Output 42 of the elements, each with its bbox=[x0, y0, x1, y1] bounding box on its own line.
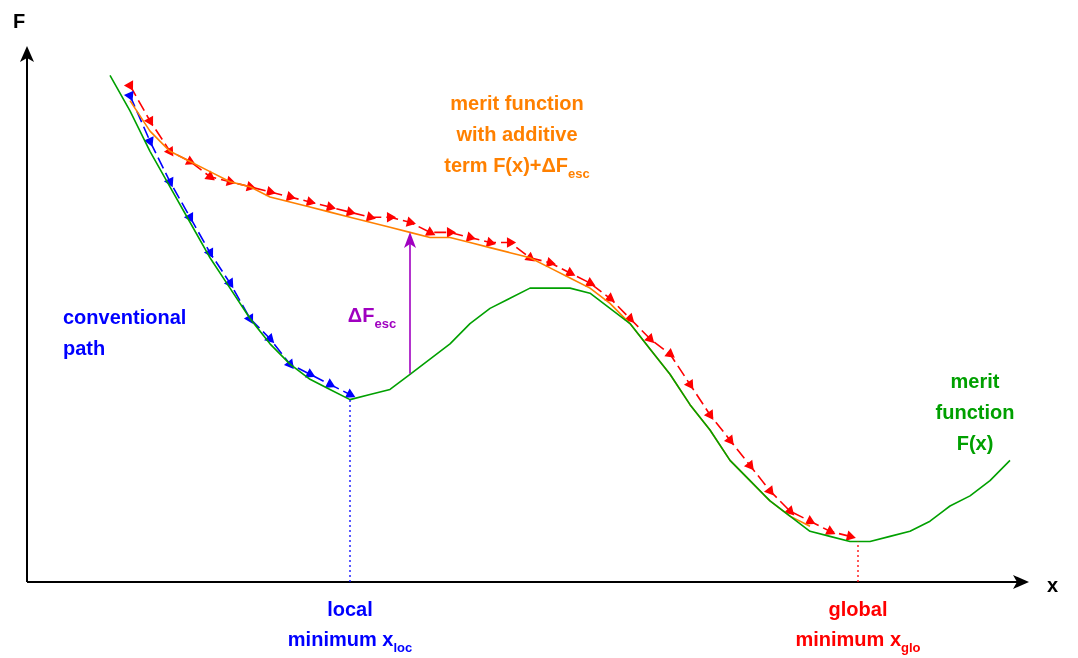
point bbox=[565, 267, 575, 277]
point bbox=[205, 171, 215, 181]
point bbox=[665, 348, 675, 358]
point bbox=[124, 91, 134, 101]
y-axis-title: F bbox=[13, 10, 26, 32]
point bbox=[466, 232, 476, 242]
point bbox=[446, 227, 456, 238]
point bbox=[346, 207, 356, 217]
point bbox=[386, 212, 396, 222]
point bbox=[784, 505, 794, 516]
point bbox=[605, 293, 615, 302]
series-label: merit function F(x) bbox=[935, 370, 1015, 454]
point bbox=[764, 485, 774, 496]
point bbox=[406, 217, 416, 227]
point bbox=[144, 116, 154, 126]
point bbox=[124, 80, 134, 91]
point bbox=[425, 227, 435, 236]
point bbox=[546, 257, 556, 267]
point bbox=[585, 277, 595, 287]
point bbox=[704, 409, 714, 420]
point bbox=[306, 196, 316, 207]
point bbox=[144, 136, 154, 147]
point bbox=[266, 186, 276, 196]
x-axis-title: x bbox=[1047, 574, 1059, 596]
point bbox=[684, 379, 694, 389]
point bbox=[846, 531, 856, 541]
point bbox=[744, 460, 754, 470]
point bbox=[624, 313, 634, 323]
point bbox=[305, 368, 315, 378]
point bbox=[506, 237, 516, 248]
point bbox=[825, 526, 835, 535]
point bbox=[724, 435, 734, 445]
point bbox=[264, 333, 274, 343]
point bbox=[286, 191, 296, 201]
text: conventional path bbox=[63, 306, 187, 359]
point bbox=[326, 201, 336, 212]
point bbox=[805, 515, 815, 525]
point bbox=[644, 333, 654, 343]
point bbox=[345, 389, 355, 398]
point bbox=[486, 237, 496, 247]
point bbox=[325, 379, 335, 388]
point bbox=[366, 212, 376, 222]
